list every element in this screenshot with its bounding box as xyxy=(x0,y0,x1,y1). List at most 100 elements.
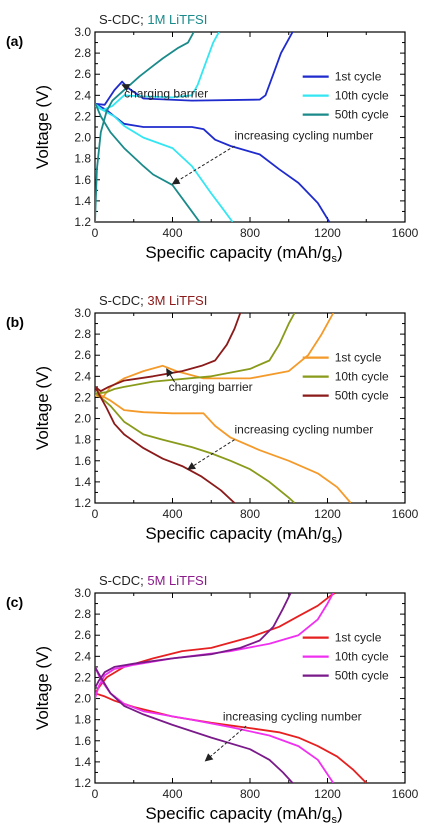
y-tick-label: 2.0 xyxy=(74,692,91,706)
annotation-arrow xyxy=(204,725,247,762)
series-line-3-charge xyxy=(95,32,195,222)
chart-title: S-CDC; 5M LiTFSI xyxy=(99,573,207,588)
x-axis-label-subscript: s xyxy=(331,253,337,265)
series-line-2-charge xyxy=(95,593,335,699)
y-tick-label: 2.8 xyxy=(74,327,91,341)
x-tick-label: 400 xyxy=(162,507,182,521)
series-line-1-discharge xyxy=(95,386,352,503)
x-axis-label-main: Specific capacity (mAh/g xyxy=(145,524,331,543)
y-tick-label: 3.0 xyxy=(74,586,91,600)
series-line-1-charge xyxy=(95,32,294,106)
annotation-text: increasing cycling number xyxy=(223,710,362,724)
legend-entry: 50th cycle xyxy=(335,669,389,683)
chart-title-highlight: 1M LiTFSI xyxy=(147,12,207,27)
y-tick-label: 2.2 xyxy=(74,670,91,684)
chart-panel-a: S-CDC; 1M LiTFSI (a) 0 400 800 1200 1600 1.2 1.4… xyxy=(6,12,419,265)
series-line-3-charge xyxy=(95,593,292,689)
series-line-1-discharge xyxy=(95,103,331,222)
series-line-3-discharge xyxy=(95,102,201,222)
annotation-arrow xyxy=(171,145,235,185)
legend-entry: 1st cycle xyxy=(335,70,382,84)
chart-panel-c: S-CDC; 5M LiTFSI (c) 0 400 800 1200 1600 1.2 1.4… xyxy=(6,573,419,826)
chart-panel-b: S-CDC; 3M LiTFSI (b) 0 400 800 1200 1600 1.2 1.4… xyxy=(6,293,419,546)
annotation-arrow xyxy=(121,84,131,92)
y-tick-label: 1.6 xyxy=(74,173,91,187)
panel-label: (a) xyxy=(6,33,23,49)
series-line-2-discharge xyxy=(95,103,234,222)
y-tick-label: 2.6 xyxy=(74,628,91,642)
legend-entry: 1st cycle xyxy=(335,351,382,365)
chart-title: S-CDC; 1M LiTFSI xyxy=(99,12,207,27)
series-line-1-charge xyxy=(95,593,336,694)
y-tick-label: 2.4 xyxy=(74,369,91,383)
y-tick-label: 1.4 xyxy=(74,194,91,208)
x-tick-label: 800 xyxy=(240,226,260,240)
chart-title-prefix: S-CDC; xyxy=(99,12,147,27)
x-tick-label: 400 xyxy=(162,787,182,801)
x-tick-label: 800 xyxy=(240,787,260,801)
x-tick-label: 1600 xyxy=(392,787,419,801)
y-tick-label: 2.2 xyxy=(74,109,91,123)
panel-label: (c) xyxy=(6,594,23,610)
y-tick-label: 1.4 xyxy=(74,475,91,489)
chart-title-highlight: 5M LiTFSI xyxy=(147,573,207,588)
y-tick-label: 2.0 xyxy=(74,131,91,145)
y-axis-label: Voltage (V) xyxy=(33,646,52,730)
legend-entry: 10th cycle xyxy=(335,89,389,103)
x-tick-label: 0 xyxy=(92,507,99,521)
y-tick-label: 2.8 xyxy=(74,607,91,621)
series-line-2-discharge xyxy=(95,391,296,503)
y-axis-label: Voltage (V) xyxy=(33,366,52,450)
x-tick-label: 1600 xyxy=(392,507,419,521)
annotation-text: increasing cycling number xyxy=(235,422,374,436)
series-line-3-discharge xyxy=(95,666,294,783)
legend-entry: 1st cycle xyxy=(335,631,382,645)
y-tick-label: 1.4 xyxy=(74,755,91,769)
chart-title-prefix: S-CDC; xyxy=(99,573,147,588)
legend-entry: 50th cycle xyxy=(335,389,389,403)
x-tick-label: 0 xyxy=(92,787,99,801)
y-tick-label: 1.8 xyxy=(74,433,91,447)
legend-entry: 10th cycle xyxy=(335,650,389,664)
x-tick-label: 1600 xyxy=(392,226,419,240)
y-tick-label: 3.0 xyxy=(74,306,91,320)
y-tick-label: 2.8 xyxy=(74,46,91,60)
x-axis-label-subscript: s xyxy=(331,534,337,546)
axes-frame xyxy=(94,592,406,784)
chart-title-prefix: S-CDC; xyxy=(99,293,147,308)
y-tick-label: 1.8 xyxy=(74,713,91,727)
series-line-3-charge xyxy=(95,313,242,392)
y-tick-label: 1.2 xyxy=(74,215,91,229)
annotation-text: increasing cycling number xyxy=(235,129,374,143)
x-axis-label-main: Specific capacity (mAh/g xyxy=(145,243,331,262)
legend-entry: 50th cycle xyxy=(335,108,389,122)
annotation-arrow xyxy=(187,439,235,470)
y-tick-label: 2.4 xyxy=(74,88,91,102)
panel-label: (b) xyxy=(6,314,24,330)
x-axis-label-end: ) xyxy=(337,524,343,543)
y-tick-label: 2.6 xyxy=(74,348,91,362)
y-tick-label: 1.2 xyxy=(74,776,91,790)
x-axis-label: Specific capacity (mAh/gs) xyxy=(145,243,342,265)
x-axis-label-main: Specific capacity (mAh/g xyxy=(145,804,331,823)
annotation-arrow xyxy=(166,368,176,383)
x-tick-label: 1200 xyxy=(314,226,341,240)
x-tick-label: 800 xyxy=(240,507,260,521)
series-line-1-discharge xyxy=(95,692,367,783)
y-tick-label: 1.8 xyxy=(74,152,91,166)
chart-title-highlight: 3M LiTFSI xyxy=(147,293,207,308)
y-axis-label: Voltage (V) xyxy=(33,85,52,169)
x-tick-label: 1200 xyxy=(314,507,341,521)
x-axis-label-end: ) xyxy=(337,243,343,262)
annotation-text: charging barrier xyxy=(124,86,208,100)
y-tick-label: 2.2 xyxy=(74,390,91,404)
series-line-2-charge xyxy=(95,313,296,395)
x-tick-label: 0 xyxy=(92,226,99,240)
y-tick-label: 1.6 xyxy=(74,734,91,748)
axes-frame xyxy=(94,312,406,504)
annotation-text: charging barrier xyxy=(169,380,253,394)
y-tick-label: 1.2 xyxy=(74,496,91,510)
y-tick-label: 1.6 xyxy=(74,454,91,468)
series-line-2-discharge xyxy=(95,666,335,783)
